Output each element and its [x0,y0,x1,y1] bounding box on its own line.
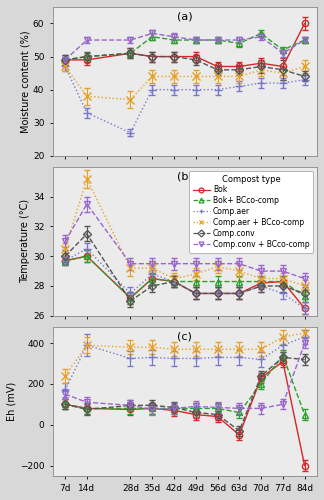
Y-axis label: Eh (mV): Eh (mV) [7,382,17,421]
Text: (b): (b) [177,172,193,181]
Legend: Bok, Bok+ BCco-comp, Comp.aer, Comp.aer + BCco-comp, Comp.conv, Comp.conv + BCco: Bok, Bok+ BCco-comp, Comp.aer, Comp.aer … [189,170,313,253]
Text: (a): (a) [177,12,193,22]
Y-axis label: Temperature (°C): Temperature (°C) [20,200,30,283]
Text: (c): (c) [178,332,192,342]
Y-axis label: Moisture content (%): Moisture content (%) [20,30,30,132]
